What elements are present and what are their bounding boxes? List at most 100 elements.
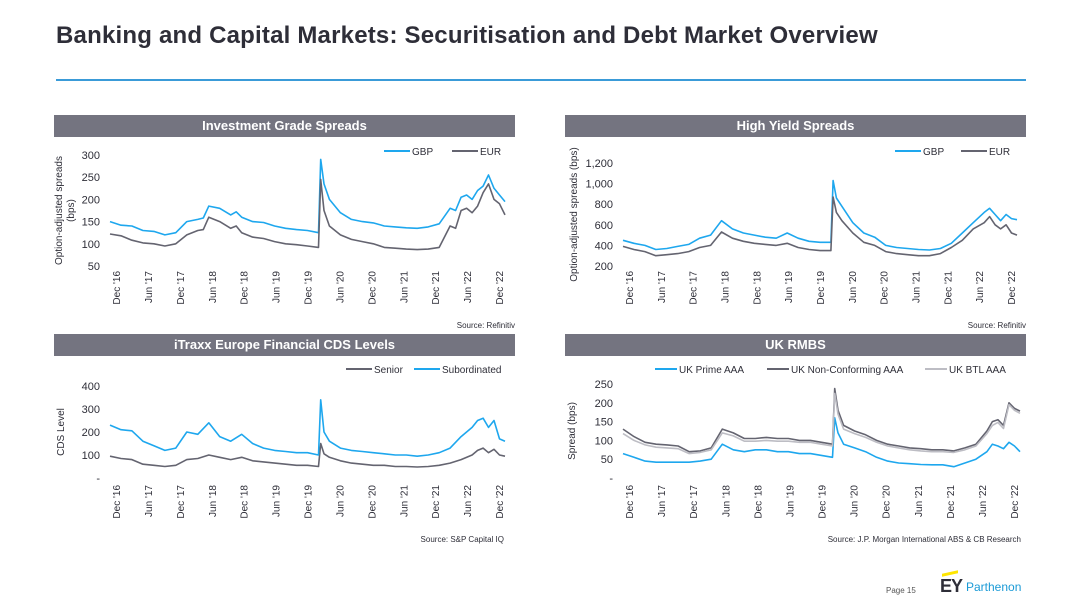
- x-tick-label: Dec '21: [943, 271, 954, 305]
- chart-title: iTraxx Europe Financial CDS Levels: [54, 334, 515, 356]
- x-tick-label: Dec '19: [304, 271, 315, 305]
- x-tick-label: Jun '18: [721, 485, 732, 517]
- x-tick-label: Dec '19: [816, 271, 827, 305]
- series-line-eur: [109, 178, 506, 251]
- x-tick-label: Dec '22: [1010, 485, 1021, 519]
- investment-grade-chart: 50 100 150 200 250 300 Option-adjusted spreads…: [54, 147, 515, 330]
- y-tick-label: 100: [82, 239, 100, 251]
- chart-panel-uk-rmbs: UK RMBS - 50 100 150 200 250 Spread (bps) Dec '…: [565, 334, 1026, 548]
- y-tick-label: 100: [595, 435, 613, 447]
- x-tick-label: Jun '21: [912, 271, 923, 303]
- x-tick-label: Dec '22: [495, 485, 506, 519]
- x-tick-label: Jun '20: [848, 271, 859, 303]
- x-tick-label: Jun '21: [914, 485, 925, 517]
- x-tick-label: Dec '20: [367, 271, 378, 305]
- y-tick-label: 400: [82, 381, 100, 393]
- x-tick-label: Jun '19: [272, 271, 283, 303]
- chart-panel-investment-grade: Investment Grade Spreads 50 100 150 200 250 3…: [54, 115, 515, 333]
- x-tick-label: Jun '17: [144, 271, 155, 303]
- x-tick-label: Dec '22: [1007, 271, 1018, 305]
- y-tick-label: 150: [595, 417, 613, 429]
- y-tick-label: 300: [82, 404, 100, 416]
- source-note: Source: S&P Capital IQ: [421, 535, 504, 544]
- ey-parthenon-logo: EY Parthenon: [940, 570, 1030, 600]
- y-axis-title: CDS Level: [56, 408, 67, 456]
- logo-mark: EY: [940, 576, 963, 596]
- y-tick-label: 1,000: [585, 179, 613, 191]
- page-number: Page 15: [886, 586, 916, 595]
- y-tick-label: 400: [595, 240, 613, 252]
- source-note: Source: Refinitiv: [457, 321, 515, 330]
- x-tick-label: Dec '16: [625, 271, 636, 305]
- x-tick-label: Jun '18: [208, 271, 219, 303]
- legend-label: UK Non-Conforming AAA: [791, 365, 904, 376]
- legend-label: UK BTL AAA: [949, 365, 1006, 376]
- x-tick-label: Jun '20: [850, 485, 861, 517]
- uk-rmbs-chart: - 50 100 150 200 250 Spread (bps) Dec '16 Jun '1…: [567, 365, 1021, 544]
- series-line-uk-non-conforming-aaa: [622, 387, 1021, 453]
- x-tick-label: Dec '17: [176, 485, 187, 519]
- y-tick-label: -: [96, 473, 100, 485]
- chart-title: High Yield Spreads: [565, 115, 1026, 137]
- y-axis-title: (bps): [66, 199, 77, 222]
- x-tick-label: Jun '17: [657, 485, 668, 517]
- x-tick-label: Dec '16: [625, 485, 636, 519]
- source-note: Source: Refinitiv: [968, 321, 1026, 330]
- x-tick-label: Jun '22: [463, 485, 474, 517]
- series-line-senior: [109, 442, 506, 468]
- y-tick-label: 250: [595, 379, 613, 391]
- x-tick-label: Dec '20: [880, 271, 891, 305]
- x-tick-label: Dec '18: [240, 271, 251, 305]
- x-tick-label: Dec '20: [882, 485, 893, 519]
- itraxx-chart: - 100 200 300 400 CDS Level Dec '16 Jun '17 Dec …: [56, 365, 506, 544]
- y-tick-label: -: [609, 473, 613, 485]
- x-tick-label: Jun '19: [272, 485, 283, 517]
- x-tick-label: Dec '17: [689, 485, 700, 519]
- x-tick-label: Dec '19: [818, 485, 829, 519]
- x-tick-label: Dec '21: [431, 485, 442, 519]
- series-line-uk-btl-aaa: [622, 392, 1021, 455]
- y-tick-label: 50: [601, 454, 613, 466]
- x-tick-label: Dec '18: [752, 271, 763, 305]
- x-tick-label: Dec '18: [753, 485, 764, 519]
- high-yield-chart: 200 400 600 800 1,000 1,200 Option-adjusted sp…: [569, 147, 1026, 330]
- page-title: Banking and Capital Markets: Securitisat…: [56, 22, 878, 49]
- x-tick-label: Dec '21: [946, 485, 957, 519]
- series-line-gbp: [109, 158, 506, 236]
- source-note: Source: J.P. Morgan International ABS & …: [828, 535, 1021, 544]
- y-tick-label: 200: [82, 427, 100, 439]
- title-rule: [56, 79, 1026, 81]
- x-tick-label: Dec '21: [431, 271, 442, 305]
- x-tick-label: Jun '22: [463, 271, 474, 303]
- series-line-gbp: [622, 179, 1018, 251]
- y-tick-label: 1,200: [585, 158, 613, 170]
- x-tick-label: Dec '18: [240, 485, 251, 519]
- series-line-eur: [622, 196, 1018, 257]
- x-tick-label: Dec '20: [367, 485, 378, 519]
- chart-title: UK RMBS: [565, 334, 1026, 356]
- x-tick-label: Jun '19: [784, 271, 795, 303]
- legend-label: Subordinated: [442, 365, 502, 376]
- y-tick-label: 600: [595, 220, 613, 232]
- y-tick-label: 100: [82, 450, 100, 462]
- x-tick-label: Jun '22: [978, 485, 989, 517]
- x-tick-label: Jun '20: [335, 271, 346, 303]
- legend-label: GBP: [412, 147, 433, 158]
- series-line-uk-prime-aaa: [622, 417, 1021, 468]
- x-tick-label: Jun '19: [785, 485, 796, 517]
- y-axis-title: Option-adjusted spreads: [54, 156, 65, 265]
- legend-label: GBP: [923, 147, 944, 158]
- x-tick-label: Jun '17: [144, 485, 155, 517]
- chart-title: Investment Grade Spreads: [54, 115, 515, 137]
- series-line-subordinated: [109, 399, 506, 457]
- x-tick-label: Dec '19: [304, 485, 315, 519]
- x-tick-label: Jun '21: [399, 485, 410, 517]
- x-tick-label: Jun '18: [208, 485, 219, 517]
- y-axis-title: Spread (bps): [567, 402, 578, 460]
- x-tick-label: Dec '17: [176, 271, 187, 305]
- x-tick-label: Dec '16: [112, 271, 123, 305]
- y-axis-title: Option-adjusted spreads (bps): [569, 147, 580, 282]
- x-tick-label: Jun '20: [335, 485, 346, 517]
- y-tick-label: 200: [82, 194, 100, 206]
- x-tick-label: Jun '21: [399, 271, 410, 303]
